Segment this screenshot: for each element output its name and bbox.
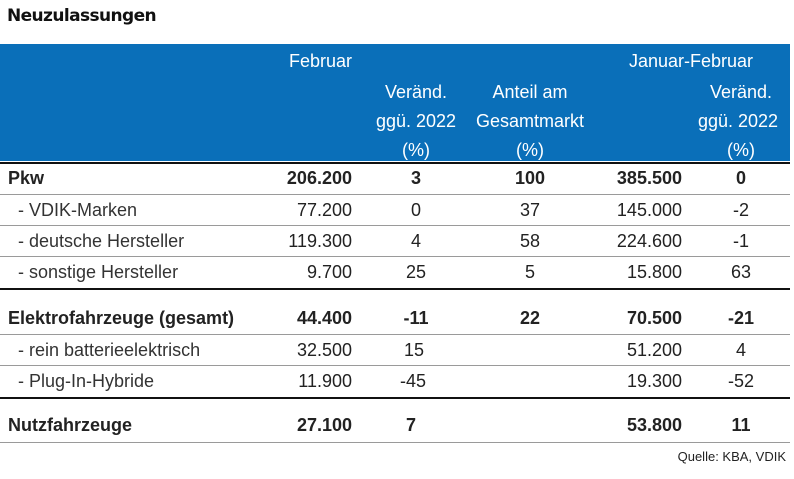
table-row: - deutsche Hersteller 119.300 4 58 224.6… [0, 226, 790, 257]
cell-januar-februar: 70.500 [626, 308, 682, 328]
cell-februar: 206.200 [286, 168, 352, 188]
cell-veraend: 3 [410, 168, 421, 188]
cell-veraend: 4 [410, 231, 421, 251]
page-title: Neuzulassungen [7, 6, 157, 26]
cell-februar: 9.700 [306, 262, 352, 282]
cell-anteil: 5 [524, 262, 535, 282]
cell-januar-februar: 385.500 [616, 168, 682, 188]
cell-anteil [470, 366, 590, 397]
source-note: Quelle: KBA, VDIK [677, 449, 786, 464]
cell-februar: 119.300 [288, 231, 352, 251]
cell-anteil [470, 335, 590, 366]
header-anteil-line3: (%) [516, 140, 544, 160]
header-divider [0, 162, 790, 164]
cell-veraend2: -1 [732, 231, 749, 251]
table-row: Elektrofahrzeuge (gesamt) 44.400 -11 22 … [0, 303, 790, 334]
row-label: Elektrofahrzeuge (gesamt) [8, 308, 235, 328]
header-veraend-line1: Veränd. [384, 82, 448, 102]
cell-anteil [470, 410, 590, 441]
header-veraend-line2: ggü. 2022 [375, 111, 457, 131]
row-divider [0, 225, 790, 226]
header-veraend2-line1: Veränd. [709, 82, 773, 102]
row-label: Pkw [8, 168, 45, 188]
cell-veraend: 15 [404, 340, 425, 360]
table-header: Februar Januar-Februar Veränd. ggü. 2022… [0, 44, 790, 161]
cell-veraend: -45 [400, 371, 427, 391]
cell-februar: 27.100 [296, 415, 352, 435]
table-row: - sonstige Hersteller 9.700 25 5 15.800 … [0, 257, 790, 288]
cell-veraend2: -2 [732, 200, 749, 220]
table-row: - VDIK-Marken 77.200 0 37 145.000 -2 [0, 195, 790, 226]
cell-januar-februar: 53.800 [626, 415, 682, 435]
cell-veraend2: -52 [727, 371, 754, 391]
header-anteil-line2: Gesamtmarkt [475, 111, 585, 131]
cell-anteil: 37 [519, 200, 541, 220]
header-februar: Februar [288, 51, 352, 71]
cell-januar-februar: 51.200 [626, 340, 682, 360]
table-row: - Plug-In-Hybride 11.900 -45 19.300 -52 [0, 366, 790, 397]
header-anteil-line1: Anteil am [492, 82, 568, 102]
cell-veraend: 7 [406, 415, 417, 435]
row-label: - deutsche Hersteller [18, 231, 185, 251]
cell-februar: 77.200 [296, 200, 352, 220]
cell-januar-februar: 15.800 [626, 262, 682, 282]
cell-februar: 44.400 [296, 308, 352, 328]
row-divider [0, 365, 790, 366]
row-label: Nutzfahrzeuge [8, 415, 133, 435]
section-divider [0, 288, 790, 290]
row-label: - VDIK-Marken [18, 200, 138, 220]
cell-veraend2: 0 [735, 168, 746, 188]
row-label: - sonstige Hersteller [18, 262, 179, 282]
row-divider [0, 442, 790, 443]
header-veraend2-line2: ggü. 2022 [697, 111, 779, 131]
row-divider [0, 334, 790, 335]
cell-veraend2: 11 [731, 415, 751, 435]
header-veraend-line3: (%) [402, 140, 430, 160]
row-divider [0, 194, 790, 195]
cell-veraend: -11 [403, 308, 429, 328]
cell-veraend2: -21 [727, 308, 754, 328]
cell-veraend2: 63 [730, 262, 752, 282]
table-row: Pkw 206.200 3 100 385.500 0 [0, 163, 790, 194]
row-divider [0, 256, 790, 257]
table-row: - rein batterieelektrisch 32.500 15 51.2… [0, 335, 790, 366]
cell-anteil: 22 [519, 308, 541, 328]
section-divider [0, 397, 790, 399]
cell-veraend2: 4 [735, 340, 746, 360]
cell-anteil: 100 [514, 168, 546, 188]
cell-januar-februar: 145.000 [616, 200, 682, 220]
cell-anteil: 58 [519, 231, 541, 251]
header-januar-februar: Januar-Februar [628, 51, 754, 71]
cell-februar: 11.900 [298, 371, 352, 391]
header-veraend2-line3: (%) [727, 140, 755, 160]
cell-januar-februar: 224.600 [616, 231, 682, 251]
cell-veraend: 25 [405, 262, 427, 282]
cell-januar-februar: 19.300 [626, 371, 682, 391]
table-row: Nutzfahrzeuge 27.100 7 53.800 11 [0, 410, 790, 441]
row-label: - Plug-In-Hybride [18, 371, 155, 391]
row-label: - rein batterieelektrisch [18, 340, 201, 360]
cell-februar: 32.500 [296, 340, 352, 360]
cell-veraend: 0 [410, 200, 421, 220]
